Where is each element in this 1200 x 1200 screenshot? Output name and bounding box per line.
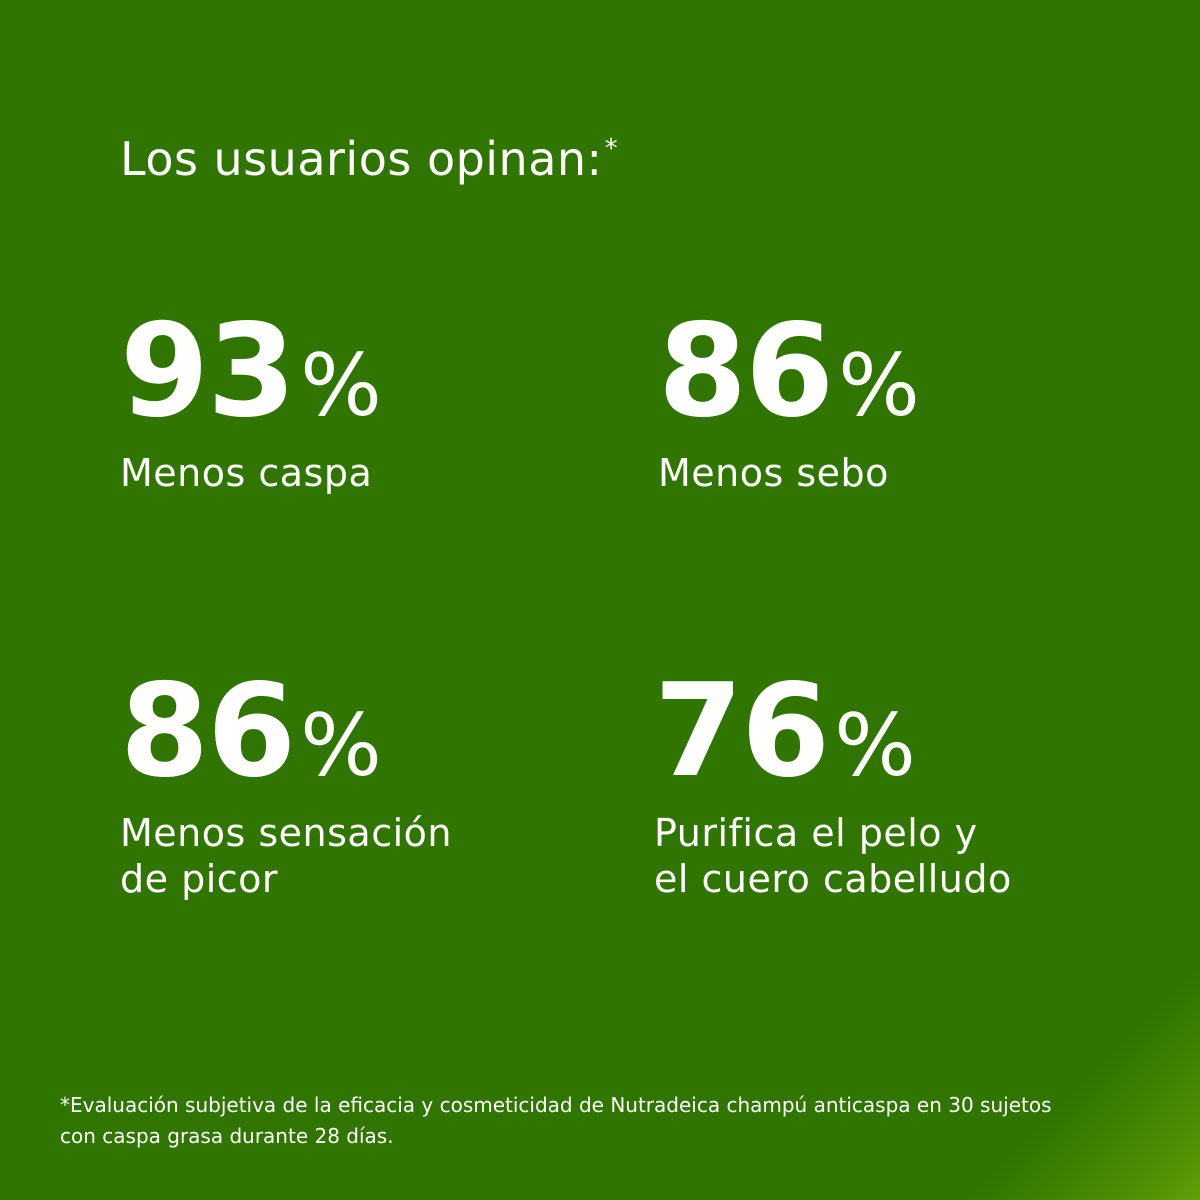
stat-label: Menos sensación de picor (120, 811, 453, 901)
stat-number: 76 (654, 657, 830, 806)
stat-number: 86 (658, 297, 834, 446)
title-text: Los usuarios opinan: (120, 132, 603, 186)
stat-value: 86 % (658, 308, 1178, 436)
stat-number: 86 (120, 657, 296, 806)
stat-value: 76 % (654, 668, 1174, 796)
stat-percent-sign: % (300, 696, 382, 796)
stat-percent-sign: % (300, 336, 382, 436)
page-title: Los usuarios opinan:* (120, 132, 618, 187)
stat-value: 93 % (120, 308, 640, 436)
stat-label: Purifica el pelo y el cuero cabelludo (654, 811, 1012, 901)
corner-gradient-accent (780, 780, 1200, 1200)
stat-block-sebum: 86 % Menos sebo (658, 308, 1178, 496)
stat-number: 93 (120, 297, 296, 446)
stat-block-itch: 86 % Menos sensación de picor (120, 668, 640, 902)
stat-label: Menos caspa (120, 451, 373, 495)
stat-label: Menos sebo (658, 451, 889, 495)
stat-percent-sign: % (838, 336, 920, 436)
stat-percent-sign: % (834, 696, 916, 796)
stat-block-dandruff: 93 % Menos caspa (120, 308, 640, 496)
title-footnote-mark: * (604, 134, 619, 164)
stat-value: 86 % (120, 668, 640, 796)
footnote-disclaimer: *Evaluación subjetiva de la eficacia y c… (60, 1093, 1052, 1148)
stat-block-purify: 76 % Purifica el pelo y el cuero cabellu… (654, 668, 1174, 902)
